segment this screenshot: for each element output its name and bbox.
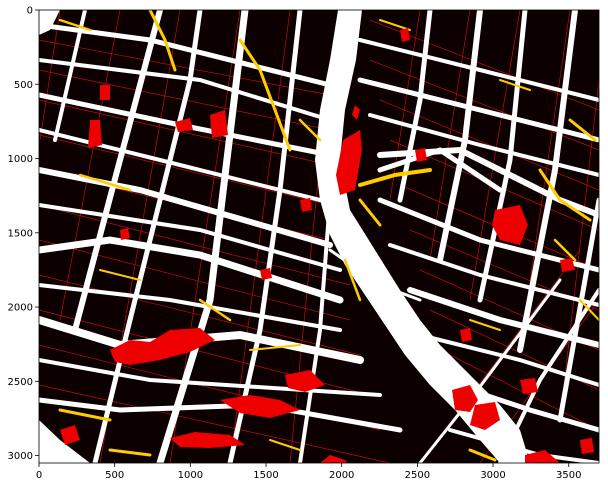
x-tick-label: 3000 [480, 470, 505, 481]
plot-frame [38, 9, 600, 464]
y-tick-label: 0 [27, 6, 33, 17]
yellow-class-regions [58, 10, 599, 462]
x-tick-label: 0 [36, 470, 42, 481]
river-corridor [315, 10, 530, 463]
y-tick-label: 2500 [8, 377, 33, 388]
street-network [39, 10, 599, 463]
x-tick-label: 2500 [405, 470, 430, 481]
y-tick-label: 1000 [8, 154, 33, 165]
y-axis: 0 500 1000 1500 2000 2500 3000 [8, 6, 39, 462]
y-tick-label: 500 [14, 80, 33, 91]
y-tick-label: 2000 [8, 303, 33, 314]
x-tick-label: 1500 [253, 470, 278, 481]
y-tick-label: 1500 [8, 228, 33, 239]
open-area-top-left [39, 10, 60, 35]
x-tick-label: 500 [105, 470, 124, 481]
open-area-bottom-left [39, 420, 90, 463]
segmentation-map-image [39, 10, 599, 463]
x-tick-label: 2000 [329, 470, 354, 481]
x-tick-label: 1000 [178, 470, 203, 481]
red-class-regions [60, 28, 594, 463]
x-tick-label: 3500 [556, 470, 581, 481]
y-tick-label: 3000 [8, 451, 33, 462]
x-axis: 0 500 1000 1500 2000 2500 3000 3500 [36, 463, 581, 481]
